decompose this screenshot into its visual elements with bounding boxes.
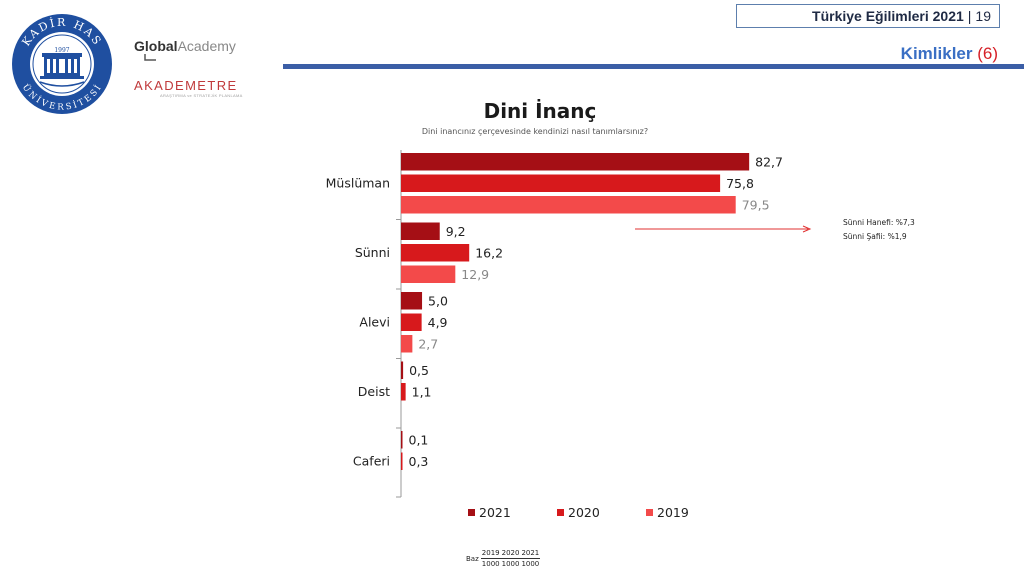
chart-subtitle: Dini inancınız çerçevesinde kendinizi na… [422,127,648,136]
legend-swatch [468,509,475,516]
base-year: 2020 [500,548,521,559]
kadir-has-university-logo: KADİR HAS ÜNİVERSİTESİ 1997 [12,14,112,114]
bar-2019 [401,196,736,214]
value-label: 0,1 [409,432,429,447]
section-title: Kimlikler (6) [860,44,998,64]
legend-swatch [557,509,564,516]
akademetre-logo-subtext: ARAŞTIRMA ve STRATEJİK PLANLAMA [160,93,243,98]
value-label: 0,5 [409,363,429,378]
value-label: 12,9 [461,267,489,282]
svg-text:1997: 1997 [54,47,69,54]
global-academy-logo: GlobalAcademy [134,36,244,62]
header-divider-bar [283,64,1024,69]
value-label: 4,9 [428,315,448,330]
base-table: Baz 2019 2020 2021 1000 1000 1000 [466,548,541,569]
base-label: Baz [466,554,479,563]
annotation-line-2: Sünni Şafii: %1,9 [843,232,907,241]
base-count: 1000 [481,560,500,568]
bar-2020 [401,174,721,192]
value-label: 9,2 [446,224,466,239]
base-count: 1000 [501,560,520,568]
separator: | [967,8,972,24]
annotation-line-1: Sünni Hanefi: %7,3 [843,218,915,227]
category-label: Sünni [355,245,390,260]
bar-2021 [401,431,403,449]
value-label: 16,2 [475,245,503,260]
report-title: Türkiye Eğilimleri 2021 [812,8,964,24]
page-number: 19 [975,8,991,24]
value-label: 5,0 [428,293,448,308]
bar-2019 [401,265,456,283]
base-year: 2021 [520,548,541,559]
value-label: 0,3 [409,454,429,469]
global-academy-logo-bold: Global [134,38,178,54]
value-label: 1,1 [412,384,432,399]
category-label: Müslüman [326,175,390,190]
akademetre-logo-text: AKADEMETRE [134,78,238,93]
value-label: 82,7 [755,154,783,169]
bar-2020 [401,244,470,262]
bar-2021 [401,153,750,171]
category-label: Caferi [353,453,390,468]
akademetre-logo: AKADEMETRE ARAŞTIRMA ve STRATEJİK PLANLA… [134,78,244,104]
bracket-icon [144,54,156,61]
legend-label: 2020 [568,505,600,520]
base-year: 2019 [480,548,501,559]
bar-2021 [401,361,404,379]
legend-swatch [646,509,653,516]
section-title-text: Kimlikler [900,44,973,63]
legend-label: 2019 [657,505,689,520]
bar-2020 [401,452,403,470]
arrow-head-icon [802,225,812,233]
bar-2020 [401,383,406,401]
legend-label: 2021 [479,505,511,520]
bar-2020 [401,313,422,331]
category-label: Alevi [359,314,390,329]
global-academy-logo-light: Academy [177,38,236,54]
value-label: 79,5 [742,197,770,212]
section-number: (6) [977,44,998,63]
bar-2019 [401,335,413,353]
bar-2021 [401,222,440,240]
base-count: 1000 [521,560,540,568]
chart-title: Dini İnanç [484,99,597,123]
base-table-grid: 2019 2020 2021 1000 1000 1000 [480,548,541,569]
value-label: 75,8 [726,176,754,191]
report-header-box: Türkiye Eğilimleri 2021 | 19 [736,4,1000,28]
value-label: 2,7 [418,336,438,351]
category-label: Deist [358,384,390,399]
bar-2021 [401,292,423,310]
